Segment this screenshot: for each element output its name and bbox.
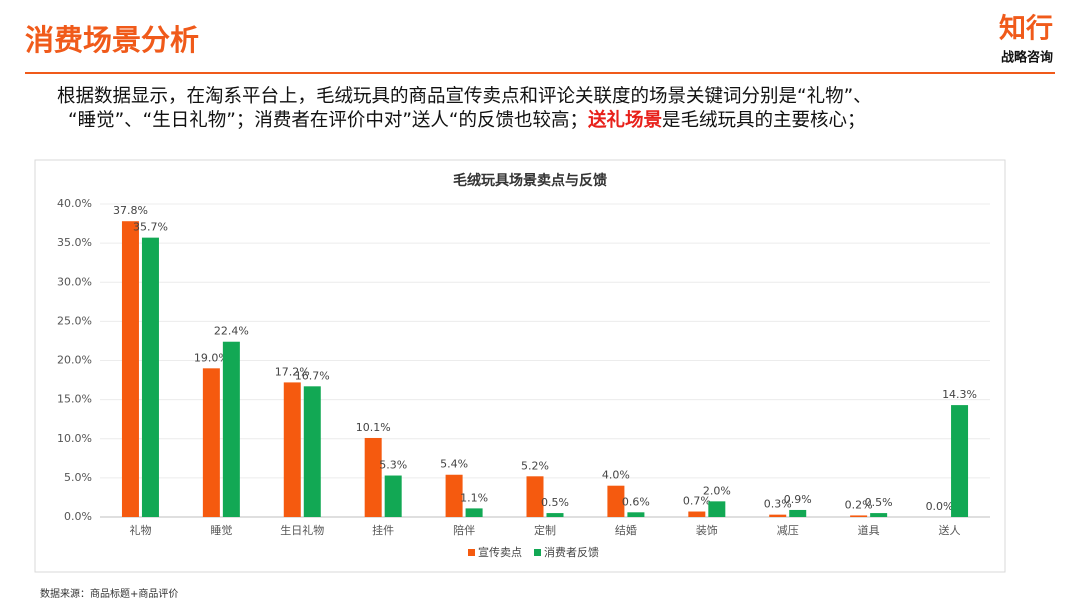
source-note: 数据来源：商品标题+商品评价 bbox=[40, 587, 178, 600]
y-tick-label: 20.0% bbox=[57, 354, 92, 367]
bar bbox=[951, 405, 969, 517]
description: “睡觉”、“生日礼物”；消费者在评价中对”送人“的反馈也较高；送礼场景是毛绒玩具… bbox=[68, 109, 866, 131]
value-label: 0.5% bbox=[541, 496, 569, 509]
value-label: 0.5% bbox=[865, 496, 893, 509]
logo-sub: 战略咨询 bbox=[1001, 50, 1053, 66]
value-label: 2.0% bbox=[703, 484, 731, 497]
x-tick-label: 送人 bbox=[939, 523, 961, 537]
value-label: 5.2% bbox=[521, 459, 549, 472]
value-label: 0.0% bbox=[926, 500, 954, 513]
value-label: 10.1% bbox=[356, 421, 391, 434]
bar bbox=[850, 515, 868, 517]
value-label: 37.8% bbox=[113, 204, 148, 217]
bar bbox=[222, 341, 240, 517]
slide-title: 消费场景分析 bbox=[25, 23, 199, 57]
bar bbox=[202, 368, 220, 517]
value-label: 16.7% bbox=[295, 369, 330, 382]
legend-swatch bbox=[468, 549, 475, 556]
bar bbox=[688, 511, 706, 517]
value-label: 14.3% bbox=[942, 388, 977, 401]
chart-title: 毛绒玩具场景卖点与反馈 bbox=[453, 172, 607, 189]
bar bbox=[769, 514, 787, 517]
value-label: 19.0% bbox=[194, 351, 229, 364]
description-text: 是毛绒玩具的主要核心； bbox=[662, 110, 866, 131]
y-tick-label: 5.0% bbox=[64, 471, 92, 484]
bar bbox=[789, 509, 807, 517]
y-tick-label: 0.0% bbox=[64, 510, 92, 523]
x-tick-label: 结婚 bbox=[615, 523, 637, 537]
bar bbox=[465, 508, 483, 517]
logo: 知行 bbox=[999, 13, 1053, 45]
x-tick-label: 礼物 bbox=[129, 523, 151, 537]
bar bbox=[546, 513, 564, 517]
x-tick-label: 定制 bbox=[534, 523, 556, 537]
highlight: 送礼场景 bbox=[588, 109, 662, 131]
bar bbox=[870, 513, 888, 517]
value-label: 0.9% bbox=[784, 493, 812, 506]
legend-label: 宣传卖点 bbox=[478, 545, 522, 559]
bar bbox=[445, 474, 463, 517]
value-label: 5.4% bbox=[440, 458, 468, 471]
bar bbox=[364, 437, 382, 517]
x-tick-label: 道具 bbox=[858, 523, 880, 537]
value-label: 5.3% bbox=[379, 459, 407, 472]
value-label: 0.3% bbox=[764, 498, 792, 511]
bar bbox=[303, 386, 321, 517]
x-tick-label: 减压 bbox=[777, 524, 799, 537]
value-label: 0.2% bbox=[845, 498, 873, 511]
x-tick-label: 装饰 bbox=[696, 523, 718, 537]
bar bbox=[708, 501, 726, 517]
value-label: 0.6% bbox=[622, 495, 650, 508]
description-text: “睡觉”、“生日礼物”；消费者在评价中对”送人“的反馈也较高； bbox=[68, 110, 588, 131]
chart-frame bbox=[34, 159, 1006, 573]
y-tick-label: 15.0% bbox=[57, 393, 92, 406]
y-tick-label: 25.0% bbox=[57, 314, 92, 327]
value-label: 17.2% bbox=[275, 365, 310, 378]
x-tick-label: 生日礼物 bbox=[280, 523, 324, 537]
bar bbox=[627, 512, 645, 517]
x-tick-label: 睡觉 bbox=[210, 524, 232, 537]
bar bbox=[121, 221, 139, 517]
x-tick-label: 挂件 bbox=[372, 523, 394, 537]
value-label: 4.0% bbox=[602, 469, 630, 482]
description: 根据数据显示，在淘系平台上，毛绒玩具的商品宣传卖点和评论关联度的场景关键词分别是… bbox=[57, 86, 872, 107]
bar bbox=[283, 382, 301, 517]
bar bbox=[526, 476, 544, 517]
y-tick-label: 35.0% bbox=[57, 236, 92, 249]
x-tick-label: 陪伴 bbox=[453, 523, 475, 537]
legend-label: 消费者反馈 bbox=[544, 545, 599, 559]
bar bbox=[384, 475, 402, 517]
y-tick-label: 40.0% bbox=[57, 197, 92, 210]
value-label: 22.4% bbox=[214, 325, 249, 338]
value-label: 1.1% bbox=[460, 491, 488, 504]
bar bbox=[607, 485, 625, 517]
value-label: 0.7% bbox=[683, 495, 711, 508]
bar bbox=[141, 237, 159, 517]
value-label: 35.7% bbox=[133, 221, 168, 234]
legend-swatch bbox=[534, 549, 541, 556]
y-tick-label: 10.0% bbox=[57, 432, 92, 445]
y-tick-label: 30.0% bbox=[57, 275, 92, 288]
